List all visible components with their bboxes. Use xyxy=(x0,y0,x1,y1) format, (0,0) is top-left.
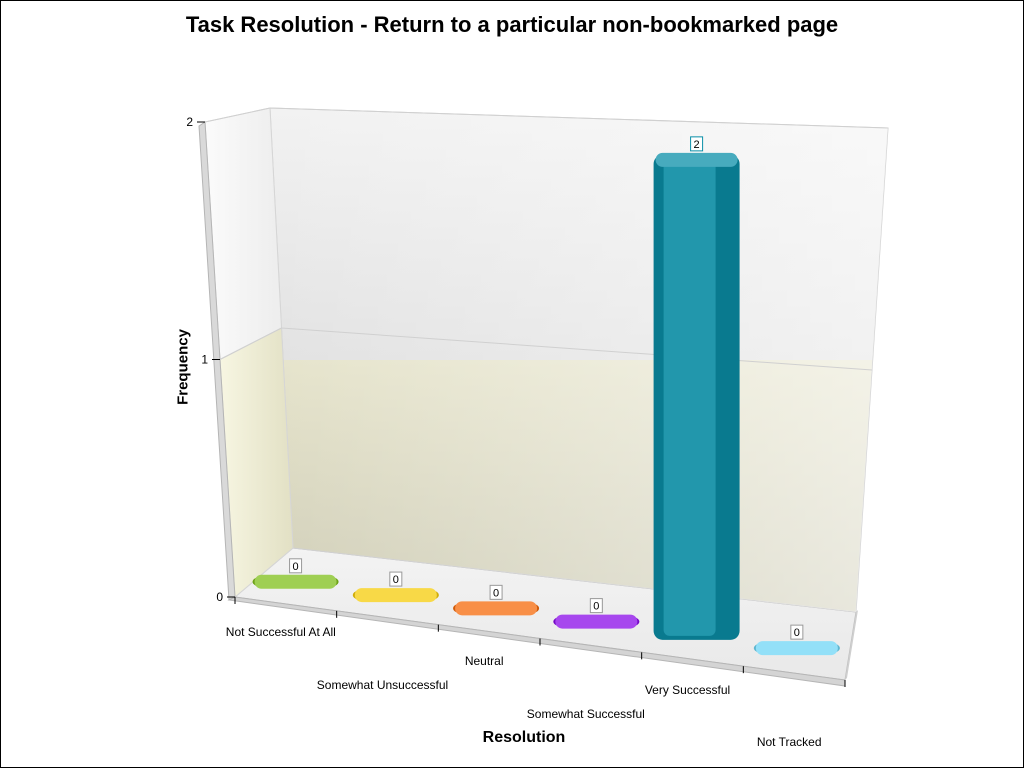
data-label-box xyxy=(790,624,804,640)
data-label-text: 0 xyxy=(493,587,499,599)
y-gridline xyxy=(204,107,889,129)
bar xyxy=(553,614,640,629)
bar xyxy=(753,641,840,656)
chart-back-wall-shine xyxy=(270,108,888,612)
y-tick-label: 0 xyxy=(216,590,223,604)
data-label-text: 0 xyxy=(293,561,299,573)
data-label-box xyxy=(289,558,303,574)
chart-floor-side xyxy=(845,610,858,680)
bar-top xyxy=(555,614,638,629)
y-tick-label: 2 xyxy=(186,115,193,129)
x-axis-title: Resolution xyxy=(482,729,566,746)
data-label-box xyxy=(489,584,503,600)
data-label-box xyxy=(690,136,704,152)
data-label-text: 2 xyxy=(694,139,700,151)
y-tick-label: 1 xyxy=(201,353,208,367)
x-category-label: Not Tracked xyxy=(757,735,822,749)
x-category-label: Somewhat Successful xyxy=(527,707,645,721)
y-axis-title: Frequency xyxy=(174,329,192,405)
chart-title: Task Resolution - Return to a particular… xyxy=(185,12,839,37)
data-label-text: 0 xyxy=(593,601,599,613)
bar xyxy=(453,601,540,616)
x-category-label: Somewhat Unsuccessful xyxy=(317,678,448,692)
bar-top xyxy=(254,574,337,589)
bar-top xyxy=(455,601,538,616)
bar-top xyxy=(354,588,437,603)
bar xyxy=(252,574,339,589)
x-category-label: Very Successful xyxy=(645,683,730,697)
data-label-box xyxy=(589,598,603,614)
data-label: 0 xyxy=(389,571,403,587)
bar-highlight xyxy=(663,158,716,636)
bar xyxy=(653,152,740,640)
data-label-text: 0 xyxy=(393,574,399,586)
data-label-text: 0 xyxy=(794,627,800,639)
x-category-label: Not Successful At All xyxy=(226,625,336,639)
bar-top xyxy=(755,641,838,656)
bar-top xyxy=(655,152,738,167)
data-label: 0 xyxy=(489,584,503,600)
data-label: 0 xyxy=(589,598,603,614)
bar xyxy=(352,588,439,603)
data-label-box xyxy=(389,571,403,587)
data-label: 0 xyxy=(289,558,303,574)
x-category-label: Neutral xyxy=(465,654,504,668)
data-label: 0 xyxy=(790,624,804,640)
data-label: 2 xyxy=(690,136,704,152)
